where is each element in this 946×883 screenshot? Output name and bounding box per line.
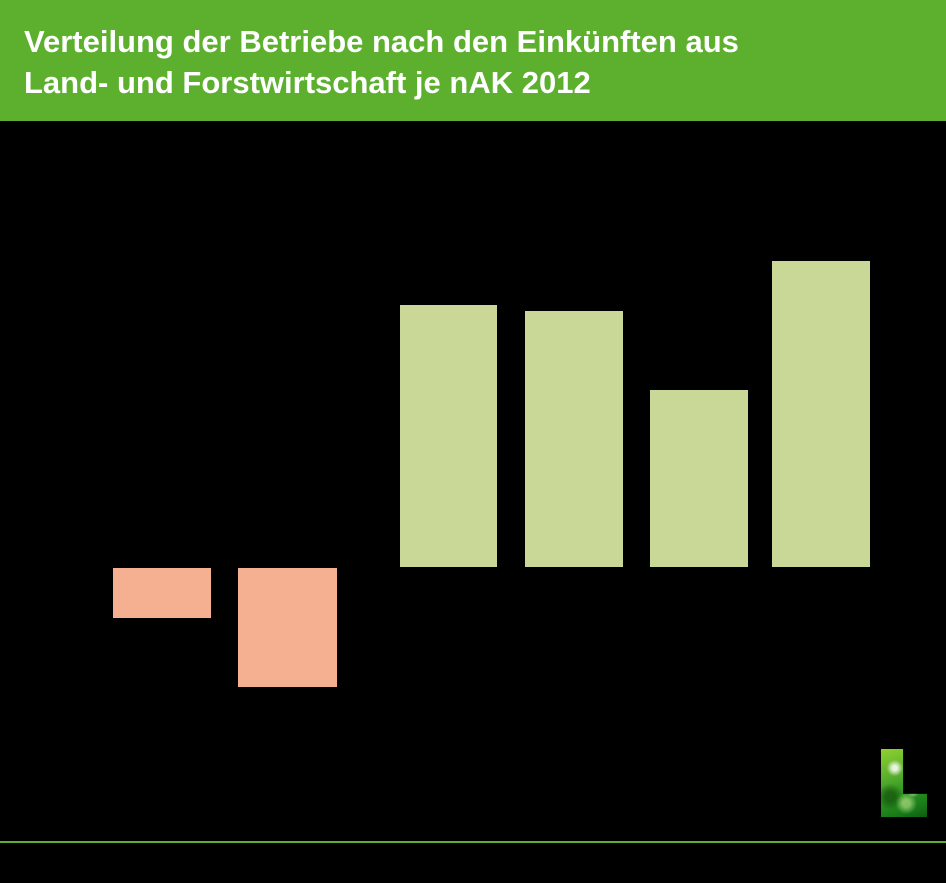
bar-negative <box>238 568 337 687</box>
chart-title-line-2: Land- und Forstwirtschaft je nAK 2012 <box>24 65 591 100</box>
title-bar: Verteilung der Betriebe nach den Einkünf… <box>0 0 946 121</box>
bar-positive <box>772 261 870 568</box>
logo-letter: L <box>881 749 882 750</box>
bar-positive <box>400 305 497 568</box>
bar-negative <box>113 568 211 618</box>
bar-positive <box>650 390 748 568</box>
chart-title-line-1: Verteilung der Betriebe nach den Einkünf… <box>24 24 739 59</box>
bar-positive <box>525 311 623 568</box>
x-axis-baseline <box>105 567 880 568</box>
footer-divider-line <box>0 841 946 843</box>
